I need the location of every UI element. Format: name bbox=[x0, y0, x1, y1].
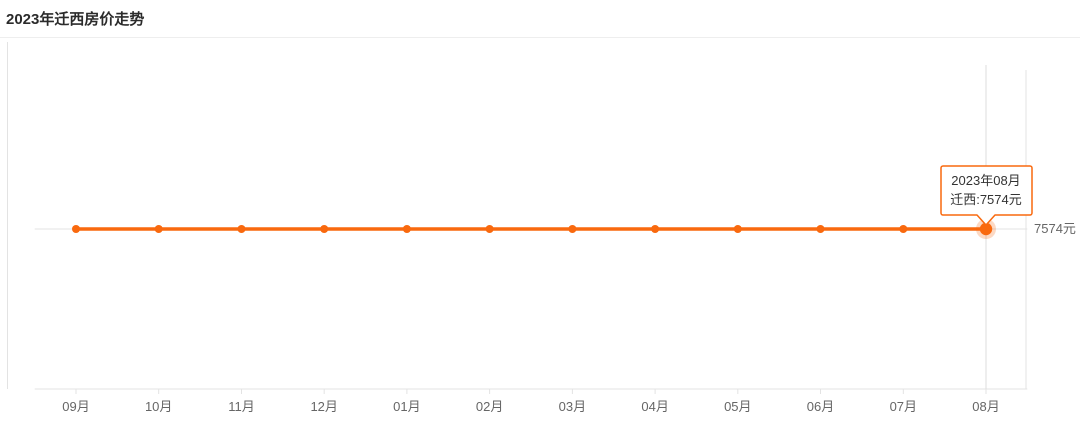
svg-text:12月: 12月 bbox=[310, 399, 337, 414]
svg-text:11月: 11月 bbox=[228, 399, 255, 414]
svg-text:02月: 02月 bbox=[476, 399, 503, 414]
svg-text:04月: 04月 bbox=[641, 399, 668, 414]
svg-text:09月: 09月 bbox=[62, 399, 89, 414]
svg-text:2023年08月: 2023年08月 bbox=[951, 173, 1020, 188]
svg-text:01月: 01月 bbox=[393, 399, 420, 414]
svg-text:06月: 06月 bbox=[807, 399, 834, 414]
svg-text:05月: 05月 bbox=[724, 399, 751, 414]
svg-text:10月: 10月 bbox=[145, 399, 172, 414]
svg-text:7574元: 7574元 bbox=[1034, 221, 1076, 236]
svg-text:03月: 03月 bbox=[559, 399, 586, 414]
svg-text:08月: 08月 bbox=[972, 399, 999, 414]
svg-text:07月: 07月 bbox=[890, 399, 917, 414]
svg-text:迁西:7574元: 迁西:7574元 bbox=[950, 192, 1022, 207]
